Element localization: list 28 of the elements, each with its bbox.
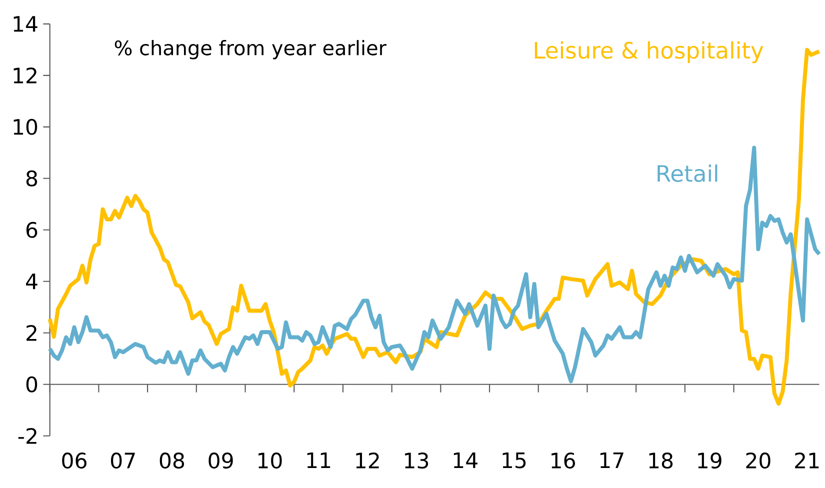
x-tick-label: 16 <box>552 452 575 468</box>
x-tick-label: 15 <box>502 452 526 468</box>
series-label: Retail <box>658 164 718 182</box>
y-tick-label: 10 <box>14 118 38 135</box>
annotation: % change from year earlier <box>114 40 386 60</box>
x-tick-label: 19 <box>698 452 722 468</box>
x-tick-label: 21 <box>795 452 819 468</box>
x-tick-label: 11 <box>307 452 330 468</box>
y-tick-label: 14 <box>14 16 38 32</box>
x-tick-label: 09 <box>208 452 233 468</box>
x-tick-label: 14 <box>454 452 478 468</box>
x-tick-label: 10 <box>258 452 282 468</box>
y-tick-label: 6 <box>26 222 38 238</box>
y-tick-label: 8 <box>26 170 38 186</box>
series-label: Leisure & hospitality <box>534 41 764 63</box>
x-tick-label: 18 <box>649 452 673 468</box>
x-tick-label: 12 <box>356 452 379 468</box>
x-tick-label: 08 <box>160 452 184 468</box>
x-tick-label: 13 <box>405 452 428 468</box>
x-tick-label: 07 <box>110 452 135 468</box>
x-tick-label: 17 <box>600 452 624 468</box>
x-tick-label: 20 <box>746 452 770 468</box>
x-tick-label: 06 <box>62 452 86 468</box>
y-tick-label: 12 <box>14 67 36 84</box>
y-tick-label: 0 <box>26 376 38 392</box>
y-tick-label: 2 <box>26 324 36 341</box>
y-tick-label: -2 <box>18 428 36 444</box>
y-tick-label: 4 <box>26 273 38 289</box>
